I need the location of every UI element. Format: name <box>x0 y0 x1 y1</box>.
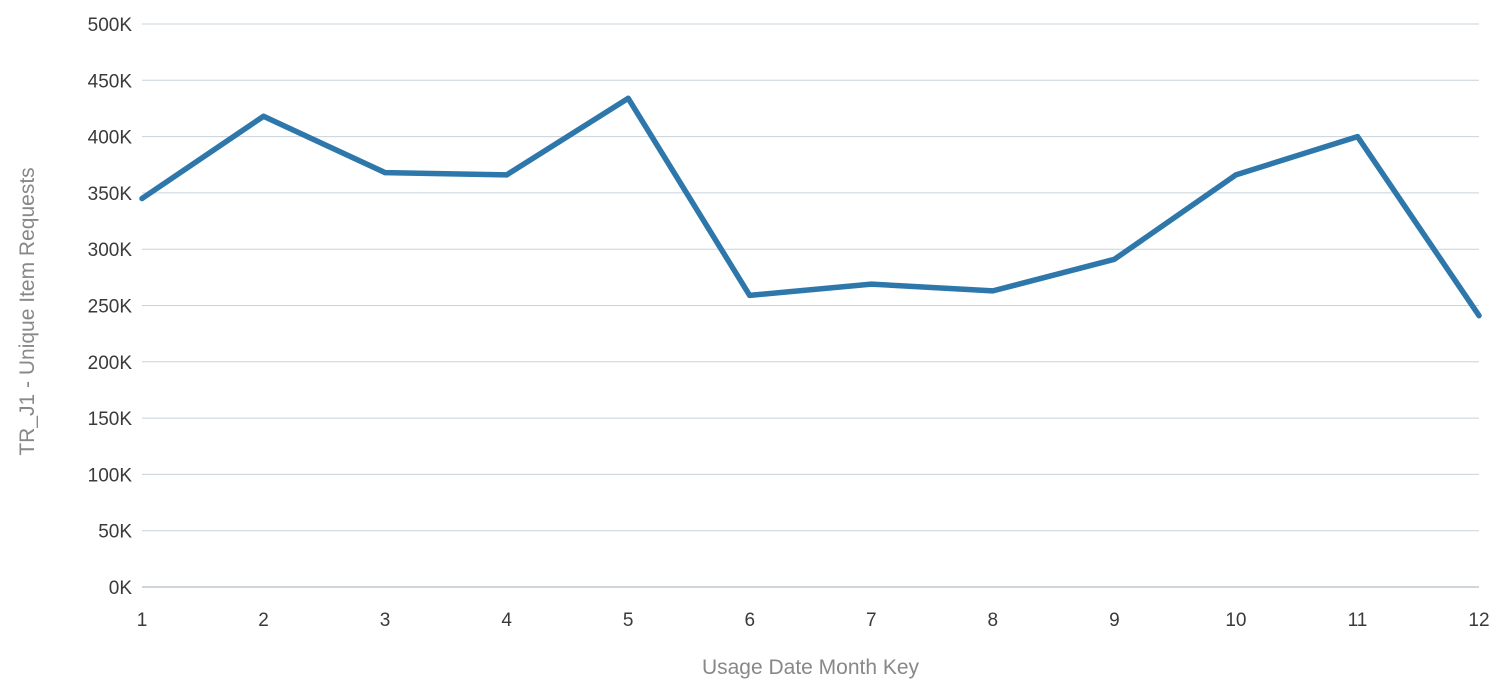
data-point <box>1354 134 1361 140</box>
y-tick-label: 400K <box>88 128 133 149</box>
x-tick-label: 12 <box>1468 610 1489 631</box>
x-tick-label: 7 <box>866 610 877 631</box>
y-tick-label: 100K <box>88 465 133 486</box>
x-tick-label: 8 <box>988 610 999 631</box>
data-point <box>1111 256 1117 262</box>
data-point <box>1476 313 1482 319</box>
data-point <box>139 195 145 202</box>
data-point <box>382 170 388 176</box>
x-axis-ticks: 1 2 3 4 5 6 7 8 9 10 11 12 <box>137 610 1490 631</box>
series-line <box>139 95 1482 319</box>
x-tick-label: 4 <box>501 610 512 631</box>
data-point <box>747 292 753 298</box>
x-tick-label: 9 <box>1109 610 1120 631</box>
x-tick-label: 10 <box>1225 610 1246 631</box>
x-tick-label: 3 <box>380 610 391 631</box>
series-layer <box>139 95 1482 319</box>
y-tick-label: 150K <box>88 409 133 430</box>
x-tick-label: 1 <box>137 610 148 631</box>
gridlines <box>142 23 1479 532</box>
y-axis-title: TR_J1 - Unique Item Requests <box>16 167 39 455</box>
x-tick-label: 11 <box>1348 610 1368 631</box>
y-tick-label: 300K <box>88 240 133 261</box>
y-tick-label: 250K <box>88 297 133 318</box>
x-axis-title: Usage Date Month Key <box>702 656 920 679</box>
x-tick-label: 6 <box>744 610 755 631</box>
x-tick-label: 2 <box>258 610 269 631</box>
y-tick-label: 350K <box>88 184 133 205</box>
y-tick-label: 200K <box>88 353 133 374</box>
data-point <box>625 95 631 101</box>
data-point <box>504 172 510 178</box>
data-point <box>990 288 996 294</box>
y-tick-label: 50K <box>98 522 132 543</box>
x-tick-label: 5 <box>623 610 634 631</box>
data-point <box>260 113 267 119</box>
y-tick-label: 450K <box>88 71 133 92</box>
y-tick-label: 500K <box>88 15 133 36</box>
y-axis-ticks: 0K 50K 100K 150K 200K 250K 300K 350K 400K 450K 500… <box>88 15 133 599</box>
data-point <box>868 281 874 287</box>
data-point <box>1233 172 1239 178</box>
y-tick-label: 0K <box>109 578 133 599</box>
